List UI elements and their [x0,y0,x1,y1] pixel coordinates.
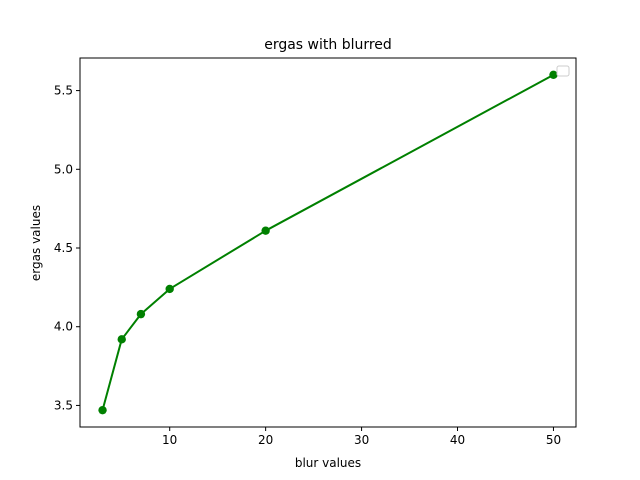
x-tick-label: 20 [258,433,273,447]
y-tick-label: 4.5 [54,241,73,255]
x-tick-label: 30 [354,433,369,447]
y-tick-label: 4.0 [54,320,73,334]
x-tick-label: 10 [162,433,177,447]
data-point [98,405,107,415]
x-axis-label: blur values [295,456,361,470]
y-tick-label: 3.5 [54,398,73,412]
data-point [165,284,174,294]
y-axis-label: ergas values [29,205,43,281]
data-point [117,335,126,344]
x-tick-label: 50 [546,433,561,447]
plot-layer: 10 20 30 40 50 3.5 4.0 4.5 5.0 5.5 [54,57,577,447]
y-tick-label: 5.0 [54,162,73,176]
data-point [549,70,558,80]
y-tick-label: 5.5 [54,84,73,98]
axes-frame [79,57,577,428]
chart-title: ergas with blurred [264,37,392,53]
series-line [101,73,554,411]
data-point [136,309,146,319]
x-tick-label: 40 [450,433,465,447]
legend-box [556,65,570,77]
data-point [261,226,270,235]
